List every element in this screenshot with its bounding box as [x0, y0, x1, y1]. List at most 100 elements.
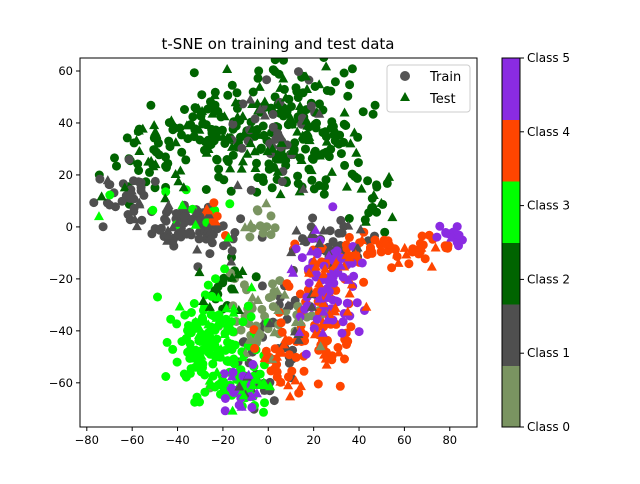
colorbar-label: Class 2	[527, 272, 570, 286]
test-point	[166, 115, 177, 125]
test-point	[131, 135, 142, 145]
test-point	[170, 122, 181, 132]
test-point	[343, 220, 354, 230]
test-point	[302, 84, 313, 94]
test-point	[265, 318, 276, 328]
train-point	[372, 182, 382, 192]
test-point	[163, 230, 174, 240]
test-point	[221, 303, 232, 313]
train-point	[133, 159, 143, 169]
train-point	[304, 278, 314, 288]
train-point	[277, 327, 287, 337]
train-point	[323, 335, 332, 345]
test-point	[282, 300, 293, 310]
test-point	[317, 317, 328, 327]
test-point	[309, 255, 320, 265]
test-point	[237, 352, 248, 362]
train-point	[324, 287, 334, 297]
train-point	[148, 205, 158, 215]
test-point	[302, 120, 313, 130]
train-point	[161, 372, 171, 381]
train-point	[279, 58, 288, 65]
colorbar-label: Class 0	[527, 420, 570, 434]
train-point	[246, 185, 256, 195]
test-point	[346, 279, 357, 289]
test-point	[223, 341, 234, 351]
train-point	[359, 277, 369, 287]
test-point	[226, 325, 237, 335]
test-point	[344, 288, 355, 298]
test-point	[253, 129, 264, 139]
test-point	[225, 163, 236, 173]
test-point	[326, 166, 337, 176]
train-point	[153, 292, 162, 302]
train-point	[220, 394, 230, 403]
test-point	[237, 265, 248, 275]
train-point	[275, 276, 285, 286]
y-axis: −60 −40 −20 0 20 40 60	[49, 64, 80, 390]
train-point	[338, 317, 348, 327]
train-point	[220, 264, 230, 274]
y-tick-label: −20	[49, 272, 73, 286]
x-tick-label: 20	[306, 433, 321, 447]
train-point	[110, 153, 119, 163]
test-point	[213, 292, 224, 302]
test-point	[200, 340, 211, 350]
test-point	[203, 319, 214, 329]
test-point	[211, 367, 222, 377]
test-point	[314, 293, 325, 303]
test-point	[222, 237, 233, 247]
test-point	[250, 333, 261, 343]
x-tick-label: −20	[211, 433, 235, 447]
train-point	[171, 209, 181, 218]
test-point	[170, 169, 181, 179]
test-point	[283, 380, 294, 390]
train-point	[291, 352, 301, 362]
test-point	[196, 350, 207, 360]
train-point	[300, 304, 310, 314]
colorbar-segment	[502, 304, 520, 366]
train-point	[330, 77, 340, 87]
train-point	[387, 263, 397, 273]
test-point	[193, 103, 204, 113]
train-point	[161, 187, 171, 197]
colorbar: Class 0 Class 1 Class 2 Class 3 Class 4 Class…	[501, 51, 570, 434]
train-point	[220, 406, 230, 416]
train-point	[239, 280, 249, 290]
test-point	[234, 381, 245, 391]
test-point	[399, 242, 410, 252]
train-point	[320, 182, 329, 192]
train-point	[276, 318, 286, 328]
train-point	[236, 325, 246, 335]
train-point	[435, 221, 445, 231]
test-point	[173, 176, 184, 186]
colorbar-segment	[502, 365, 520, 428]
test-point	[387, 212, 398, 222]
test-point	[296, 155, 307, 165]
train-point	[89, 198, 99, 208]
train-point	[190, 362, 200, 372]
train-point	[186, 308, 196, 317]
train-point	[380, 227, 390, 237]
colorbar-segment	[502, 181, 520, 243]
train-point	[183, 134, 193, 144]
train-point	[295, 312, 305, 322]
test-point	[286, 119, 297, 129]
train-point	[189, 299, 199, 308]
legend-train-label: Train	[429, 70, 461, 85]
test-point	[123, 189, 134, 199]
train-point	[247, 402, 257, 412]
train-point	[211, 274, 220, 284]
test-point	[223, 232, 234, 242]
test-point	[273, 304, 284, 314]
train-point	[172, 319, 182, 329]
test-point	[339, 107, 350, 117]
test-point	[276, 154, 287, 164]
train-point	[266, 230, 276, 240]
train-point	[137, 215, 147, 225]
train-point	[243, 301, 253, 311]
test-point	[315, 341, 326, 351]
train-point	[268, 109, 278, 119]
test-point	[198, 296, 209, 306]
train-point	[294, 388, 304, 398]
